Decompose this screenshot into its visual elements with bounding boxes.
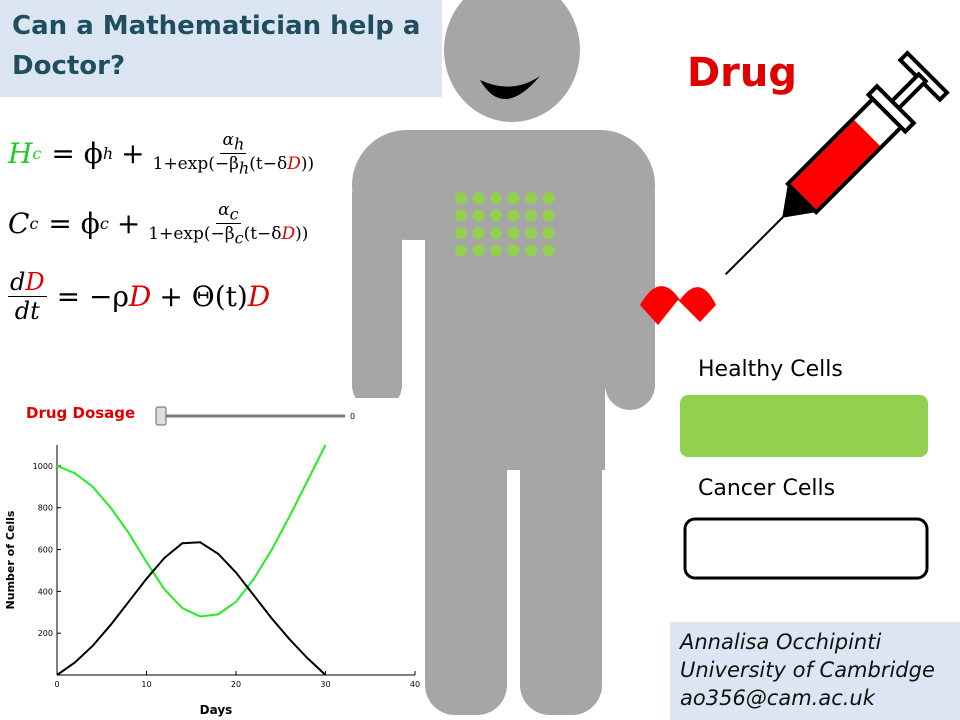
equation: dD dt = −ρ D + Θ(t) D xyxy=(8,268,270,325)
y-axis-label: Number of Cells xyxy=(4,510,17,609)
cell-dot xyxy=(490,192,502,204)
cell-dot xyxy=(542,192,555,204)
cell-dot xyxy=(507,209,520,222)
person xyxy=(352,0,655,715)
cell-dot xyxy=(525,209,537,222)
eq-part: D xyxy=(247,280,271,313)
eq-part: α xyxy=(218,200,230,220)
x-tick-label: 0 xyxy=(54,680,59,689)
x-axis-label: Days xyxy=(200,703,233,717)
eq-part: H xyxy=(8,137,33,171)
legend-label: Cancer Cells xyxy=(698,476,835,501)
cell-dot xyxy=(455,227,467,239)
eq-part: h xyxy=(238,158,250,178)
cell-dot xyxy=(542,244,555,257)
eq-part: 1+exp(−β xyxy=(152,154,239,175)
cell-dot xyxy=(507,227,520,239)
x-tick-label: 10 xyxy=(141,680,151,689)
y-tick-label: 400 xyxy=(38,587,53,596)
eq-part: (t−δ xyxy=(243,224,282,245)
cell-dot xyxy=(455,192,467,204)
eq-part: + Θ(t) xyxy=(159,280,248,313)
eq-part: c xyxy=(32,144,42,164)
eq-part: d xyxy=(10,268,26,296)
eq-part: = ϕ xyxy=(48,207,100,241)
cell-dot xyxy=(472,227,485,239)
y-tick-label: 200 xyxy=(38,629,53,638)
cell-dot xyxy=(525,192,537,204)
cell-dot xyxy=(472,244,485,257)
slider-value: 0 xyxy=(350,412,355,421)
cell-dot xyxy=(525,227,537,239)
chart: 0 10 20 30 40 200 400 600 800 1000 Days Number of C… xyxy=(4,444,420,717)
eq-part: c xyxy=(229,204,239,224)
legend-label: Healthy Cells xyxy=(698,357,843,382)
smile xyxy=(480,76,540,100)
cell-dot xyxy=(472,192,485,204)
cell-dot xyxy=(490,227,502,239)
title: Can a Mathematician help a Doctor? xyxy=(0,0,442,97)
eq-part: α xyxy=(222,130,234,150)
eq-part: )) xyxy=(300,154,315,175)
legend-box xyxy=(680,395,928,457)
eq-part: D xyxy=(128,280,152,313)
legend-box xyxy=(683,517,929,580)
eq-part: h xyxy=(102,144,114,164)
cell-dot xyxy=(472,209,485,222)
eq-part: (t−δ xyxy=(249,154,288,175)
eq-part: c xyxy=(99,214,109,234)
x-tick-label: 20 xyxy=(231,680,241,689)
eq-part: c xyxy=(29,214,39,234)
drug-label: Drug xyxy=(687,50,797,96)
cell-dot xyxy=(455,244,467,257)
hand xyxy=(640,286,716,325)
cell-dot xyxy=(490,209,502,222)
syringe xyxy=(724,50,950,276)
cell-dot xyxy=(542,227,555,239)
eq-part: )) xyxy=(295,224,309,245)
x-tick-label: 40 xyxy=(410,680,420,689)
eq-part: = −ρ xyxy=(56,280,129,313)
eq-part: h xyxy=(233,134,245,154)
series-line xyxy=(56,541,327,676)
x-tick-label: 30 xyxy=(320,680,330,689)
y-tick-label: 1000 xyxy=(33,462,53,471)
y-tick-label: 600 xyxy=(38,546,53,555)
eq-part: C xyxy=(8,207,30,241)
eq-part: c xyxy=(234,228,244,248)
y-tick-label: 800 xyxy=(38,504,53,513)
cell-dot xyxy=(542,209,555,222)
cell-dot xyxy=(525,244,537,257)
cell-dot xyxy=(455,209,467,222)
slider-handle[interactable] xyxy=(155,406,167,426)
series-line xyxy=(56,444,327,618)
eq-part: dt xyxy=(14,297,40,325)
cell-dot xyxy=(507,192,520,204)
slider-label: Drug Dosage xyxy=(26,404,135,422)
eq-part: = ϕ xyxy=(51,137,103,171)
eq-part: D xyxy=(287,154,301,175)
author-affiliation: University of Cambridge xyxy=(680,658,935,682)
cell-dot xyxy=(490,244,502,257)
author-box: Annalisa Occhipinti University of Cambri… xyxy=(670,622,960,720)
eq-part: D xyxy=(281,224,296,245)
eq-part: + xyxy=(116,207,141,241)
cell-dot xyxy=(507,244,520,257)
author-name: Annalisa Occhipinti xyxy=(680,630,882,654)
eq-part: + xyxy=(121,137,145,171)
eq-part: 1+exp(−β xyxy=(148,224,235,245)
author-email: ao356@cam.ac.uk xyxy=(680,686,875,710)
eq-part: D xyxy=(25,268,45,296)
cell-dots xyxy=(455,192,555,257)
